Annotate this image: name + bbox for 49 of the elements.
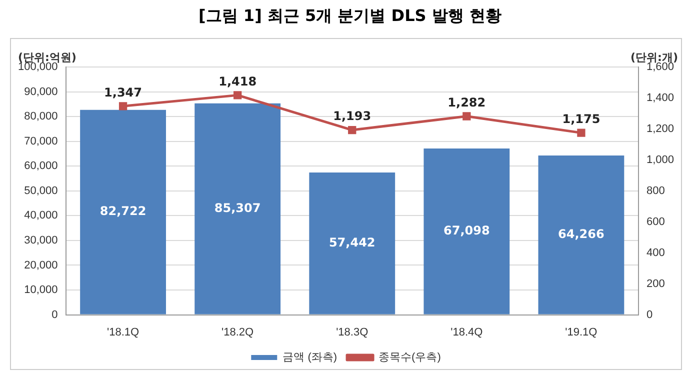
- y2-tick-label: 1,200: [646, 122, 674, 135]
- x-tick-label: '18.3Q: [336, 326, 369, 338]
- data-label: 1,175: [562, 112, 600, 126]
- x-tick-label: '18.4Q: [450, 326, 484, 338]
- y-tick-label: 40,000: [24, 210, 58, 222]
- y2-tick-label: 1,400: [646, 92, 674, 104]
- data-label: 57,442: [328, 236, 376, 250]
- point: [577, 128, 586, 137]
- y-tick-label: 30,000: [24, 234, 58, 246]
- y-tick-label: 20,000: [24, 259, 58, 272]
- bar: [538, 156, 624, 314]
- bar: [80, 110, 166, 314]
- x-tick-label: '18.2Q: [222, 326, 254, 338]
- data-label: 82,722: [100, 204, 146, 218]
- y2-tick-label: 600: [646, 216, 665, 228]
- data-label: 64,266: [558, 227, 604, 242]
- x-tick-label: '19.1Q: [565, 326, 598, 338]
- data-label: 67,098: [444, 224, 490, 238]
- x-tick-label: '18.1Q: [106, 326, 140, 338]
- chart-title: [그림 1] 최근 5개 분기별 DLS 발행 현황: [198, 6, 502, 27]
- legend-label: 종목수(우측): [378, 352, 441, 364]
- point: [233, 91, 242, 100]
- y2-tick-label: 200: [646, 278, 665, 290]
- point: [348, 126, 356, 134]
- bar: [194, 103, 281, 314]
- data-label: 1,193: [333, 109, 372, 124]
- y2-tick-label: 1,000: [646, 154, 674, 166]
- y-tick-label: 90,000: [24, 86, 58, 98]
- data-label: 1,418: [218, 74, 257, 88]
- y2-axis-title: (단위:개): [630, 50, 678, 64]
- y-tick-label: 70,000: [24, 135, 58, 148]
- point: [462, 112, 471, 120]
- point: [118, 102, 128, 110]
- bar: [424, 148, 510, 314]
- y-tick-label: 50,000: [24, 184, 58, 197]
- y2-tick-label: 1,600: [646, 61, 674, 74]
- data-label: 1,282: [448, 95, 486, 110]
- bar: [309, 172, 396, 314]
- data-label: 1,347: [104, 85, 142, 100]
- y-axis-title: (단위:억원): [18, 50, 76, 64]
- data-label: 85,307: [214, 200, 261, 215]
- y2-tick-label: 400: [646, 246, 665, 259]
- legend-label: 금액 (좌측): [282, 352, 338, 364]
- y2-tick-label: 800: [646, 184, 665, 197]
- y-tick-label: 80,000: [24, 110, 58, 123]
- y-tick-label: 0: [52, 308, 58, 321]
- y-tick-label: 60,000: [24, 160, 58, 172]
- y-tick-label: 10,000: [24, 284, 58, 296]
- y2-tick-label: 0: [646, 308, 653, 321]
